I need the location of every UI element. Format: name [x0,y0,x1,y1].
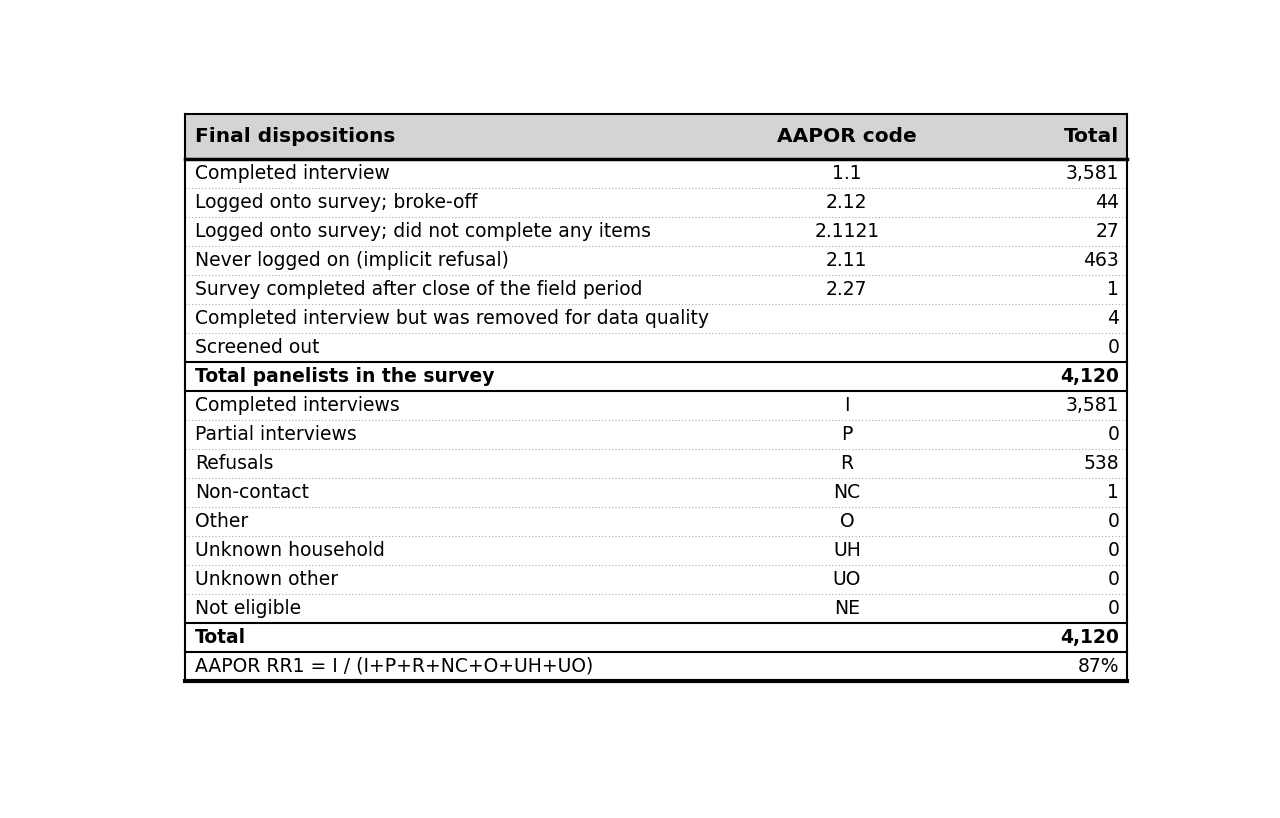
Text: Total panelists in the survey: Total panelists in the survey [195,367,494,386]
Bar [184,188,1128,218]
Text: 463: 463 [1083,251,1119,270]
Text: UO: UO [833,570,861,589]
Text: AAPOR RR1 = I / (I+P+R+NC+O+UH+UO): AAPOR RR1 = I / (I+P+R+NC+O+UH+UO) [195,657,593,676]
Text: 3,581: 3,581 [1066,396,1119,415]
Text: Partial interviews: Partial interviews [195,425,356,444]
Text: 538: 538 [1084,454,1119,473]
Text: NC: NC [833,483,860,502]
Text: Screened out: Screened out [195,338,319,357]
Text: O: O [840,512,854,531]
Text: 0: 0 [1107,425,1119,444]
Text: 2.1121: 2.1121 [814,222,879,241]
Text: 1: 1 [1107,483,1119,502]
Text: 3,581: 3,581 [1066,164,1119,183]
Text: 2.12: 2.12 [826,193,868,212]
Text: 2.11: 2.11 [826,251,868,270]
Text: AAPOR code: AAPOR code [777,127,916,146]
Bar [184,622,1128,652]
Text: Unknown household: Unknown household [195,541,384,560]
Text: NE: NE [833,599,860,618]
Bar [184,362,1128,391]
Text: Refusals: Refusals [195,454,273,473]
Bar [184,652,1128,681]
Text: 44: 44 [1096,193,1119,212]
Text: Not eligible: Not eligible [195,599,301,618]
Bar [184,594,1128,622]
Text: Completed interview but was removed for data quality: Completed interview but was removed for … [195,309,709,328]
Bar [184,114,1128,160]
Text: 1: 1 [1107,280,1119,299]
Bar [184,304,1128,333]
Bar [184,420,1128,449]
Text: Other: Other [195,512,248,531]
Text: Completed interview: Completed interview [195,164,389,183]
Text: 2.27: 2.27 [826,280,868,299]
Text: 0: 0 [1107,512,1119,531]
Bar [184,449,1128,478]
Text: 4: 4 [1107,309,1119,328]
Text: Logged onto survey; did not complete any items: Logged onto survey; did not complete any… [195,222,650,241]
Text: 87%: 87% [1078,657,1119,676]
Text: Logged onto survey; broke-off: Logged onto survey; broke-off [195,193,477,212]
Bar [184,246,1128,275]
Text: Unknown other: Unknown other [195,570,338,589]
Text: 27: 27 [1096,222,1119,241]
Text: P: P [841,425,852,444]
Bar [184,391,1128,420]
Bar [184,218,1128,246]
Text: Total: Total [1064,127,1119,146]
Text: Completed interviews: Completed interviews [195,396,399,415]
Text: 0: 0 [1107,570,1119,589]
Text: Total: Total [195,628,246,647]
Text: Survey completed after close of the field period: Survey completed after close of the fiel… [195,280,643,299]
Text: 4,120: 4,120 [1060,628,1119,647]
Text: 0: 0 [1107,338,1119,357]
Text: Non-contact: Non-contact [195,483,308,502]
Text: 1.1: 1.1 [832,164,861,183]
Text: UH: UH [833,541,860,560]
Bar [184,478,1128,507]
Bar [184,275,1128,304]
Bar [184,536,1128,565]
Text: 0: 0 [1107,541,1119,560]
Text: R: R [840,454,854,473]
Bar [184,333,1128,362]
Bar [184,507,1128,536]
Text: 0: 0 [1107,599,1119,618]
Bar [184,160,1128,188]
Text: I: I [844,396,850,415]
Text: 4,120: 4,120 [1060,367,1119,386]
Text: Never logged on (implicit refusal): Never logged on (implicit refusal) [195,251,508,270]
Text: Final dispositions: Final dispositions [195,127,396,146]
Bar [184,565,1128,594]
